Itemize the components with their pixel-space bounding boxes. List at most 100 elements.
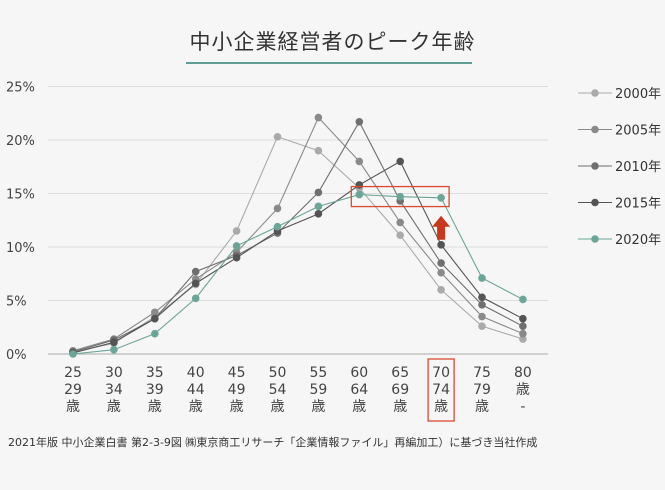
legend-marker (591, 89, 599, 97)
source-note: 2021年版 中小企業白書 第2-3-9図 ㈱東京商工リサーチ「企業情報ファイル… (8, 436, 538, 449)
x-axis-ticks: 2529歳3034歳3539歳4044歳4549歳5054歳5559歳6064歳… (64, 365, 532, 415)
y-tick-label: 10% (6, 241, 35, 256)
legend: 2000年 2005年 2010年 2015年 2020年 (578, 87, 661, 248)
series-line (72, 194, 524, 355)
legend-marker (591, 162, 599, 170)
data-point (396, 218, 405, 227)
legend-marker (591, 235, 599, 243)
x-tick-label: 59 (309, 382, 327, 398)
data-point (273, 204, 282, 213)
x-tick-label: 歳 (434, 399, 448, 415)
x-tick-label: 55 (309, 365, 327, 381)
data-point (478, 293, 486, 302)
x-tick-label: 歳 (516, 382, 530, 398)
data-point (355, 181, 364, 189)
x-tick-label: 75 (473, 365, 491, 381)
data-point (437, 241, 445, 249)
data-point (151, 308, 159, 317)
up-arrow-icon (432, 215, 451, 240)
annotations (350, 185, 455, 422)
data-point (232, 253, 241, 262)
data-point (314, 210, 323, 218)
data-point (191, 294, 200, 303)
data-point (478, 312, 486, 321)
data-point (519, 322, 527, 330)
data-point (355, 118, 364, 126)
data-point (232, 242, 241, 250)
x-tick-label: 60 (350, 365, 368, 381)
highlight-category-box (427, 358, 455, 422)
data-point (519, 335, 527, 343)
data-point (110, 338, 118, 347)
data-point (437, 268, 445, 277)
y-tick-label: 0% (6, 348, 27, 363)
x-tick-label: 39 (146, 382, 164, 398)
y-tick-label: 25% (6, 81, 35, 96)
data-point (478, 300, 486, 309)
x-tick-label: 歳 (311, 399, 325, 415)
y-axis-ticks: 0% 5% 10% 15% 20% 25% (6, 81, 35, 364)
x-tick-label: 歳 (189, 399, 203, 415)
data-point (191, 267, 200, 276)
x-tick-label: 79 (473, 382, 491, 398)
y-tick-label: 15% (6, 188, 35, 203)
x-tick-label: 44 (187, 382, 205, 398)
data-point (273, 132, 282, 141)
data-point (69, 350, 77, 358)
x-tick-label: 25 (64, 365, 82, 381)
data-point (151, 314, 159, 323)
data-point (314, 113, 323, 122)
data-point (437, 286, 445, 294)
y-tick-label: 20% (6, 134, 35, 149)
data-point (273, 222, 282, 231)
x-tick-label: 54 (269, 382, 287, 398)
x-tick-label: 80 (514, 365, 532, 381)
x-tick-label: 歳 (148, 399, 162, 415)
legend-label: 2005年 (615, 124, 661, 139)
x-tick-label: 45 (228, 365, 246, 381)
x-tick-label: 歳 (271, 399, 285, 415)
chart-title: 中小企業経営者のピーク年齢 (189, 30, 476, 54)
data-point (396, 231, 405, 240)
x-tick-label: 35 (146, 365, 164, 381)
legend-label: 2000年 (615, 87, 661, 102)
series-line (72, 120, 524, 353)
data-point (519, 295, 527, 304)
x-tick-label: 歳 (107, 399, 121, 415)
data-point (478, 322, 486, 330)
legend-marker (591, 198, 599, 207)
gridlines (48, 86, 548, 355)
data-point (191, 279, 200, 288)
x-tick-label: 70 (432, 365, 450, 381)
data-point (478, 274, 486, 282)
legend-label: 2020年 (615, 233, 661, 248)
highlight-plateau-box (350, 185, 450, 208)
series-line (72, 160, 524, 354)
x-tick-label: 歳 (230, 399, 244, 415)
x-tick-label: 30 (105, 365, 123, 381)
data-point (151, 329, 159, 338)
x-tick-label: 50 (269, 365, 287, 381)
data-point (519, 314, 527, 323)
x-tick-label: - (520, 399, 525, 415)
data-point (396, 157, 405, 166)
data-point (437, 259, 445, 267)
y-tick-label: 5% (6, 295, 27, 310)
x-tick-label: 歳 (352, 399, 366, 415)
data-point (232, 227, 241, 235)
data-point (355, 157, 364, 166)
data-point (355, 190, 364, 199)
x-tick-label: 歳 (66, 399, 80, 415)
legend-label: 2010年 (615, 160, 661, 175)
x-tick-label: 65 (391, 365, 409, 381)
series-lines (69, 113, 527, 358)
data-point (396, 192, 405, 201)
x-tick-label: 歳 (393, 399, 407, 415)
x-tick-label: 49 (228, 382, 246, 398)
x-tick-label: 34 (105, 382, 123, 398)
data-point (314, 202, 323, 211)
legend-marker (591, 125, 599, 134)
x-tick-label: 64 (350, 382, 368, 398)
line-chart: 0%5%10%15%20%25% 2529歳3034歳3539歳4044歳454… (6, 81, 661, 422)
x-tick-label: 40 (187, 365, 205, 381)
